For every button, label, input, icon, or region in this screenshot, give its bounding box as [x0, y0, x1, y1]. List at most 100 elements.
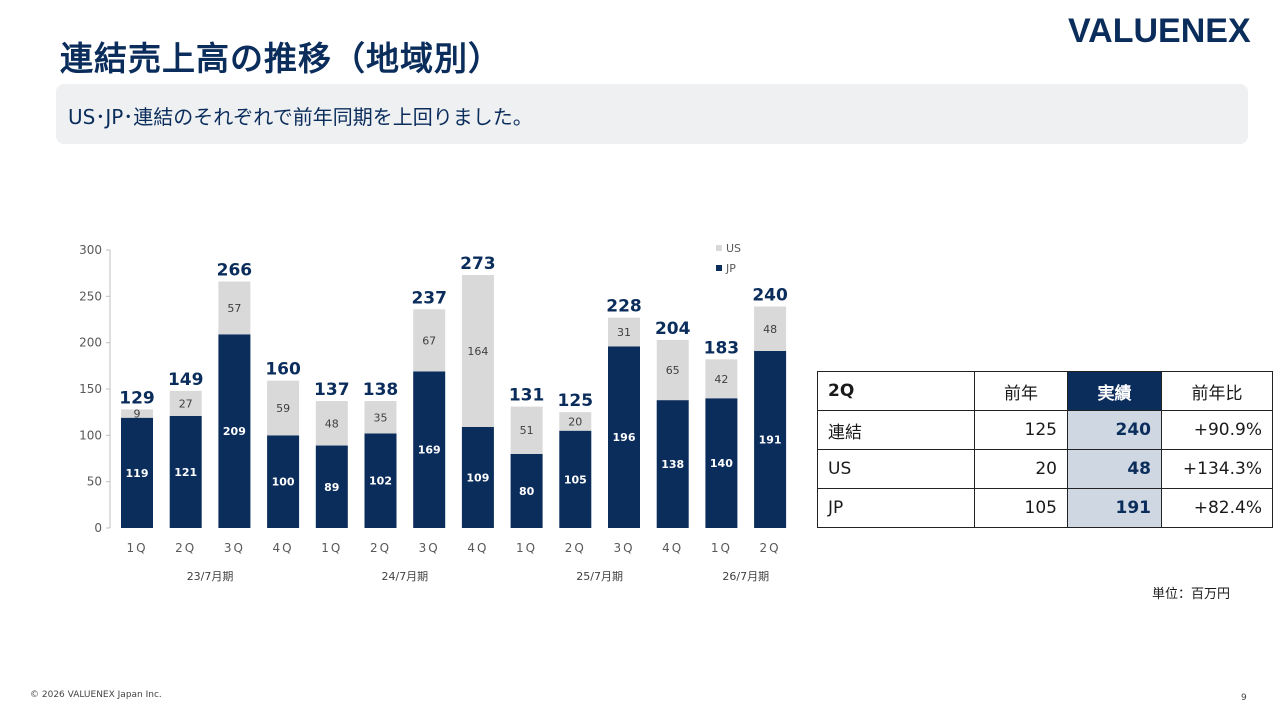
total-label: 273	[460, 254, 496, 274]
bar-us	[461, 275, 494, 427]
data-label-jp: 138	[661, 458, 684, 471]
bar-jp	[461, 426, 494, 528]
data-label-jp: 102	[369, 475, 392, 488]
table-cell-ratio: +82.4%	[1161, 488, 1273, 528]
total-label: 129	[119, 388, 155, 408]
table-header-actual: 実績	[1067, 371, 1162, 411]
data-label-jp: 89	[324, 481, 339, 494]
data-label-us: 27	[179, 397, 193, 410]
total-label: 160	[265, 360, 301, 380]
x-tick-label: 1Q	[126, 541, 147, 555]
table-cell-prev: 125	[974, 410, 1068, 450]
bar-us	[121, 409, 153, 418]
x-tick-label: 4Q	[662, 541, 683, 555]
data-label-jp: 196	[613, 431, 636, 444]
table-cell-ratio: +134.3%	[1161, 449, 1273, 489]
data-label-jp: 109	[466, 471, 489, 484]
bar-us	[559, 412, 592, 431]
total-label: 204	[655, 319, 691, 339]
company-logo: VALUENEX	[1068, 12, 1251, 50]
table-row: US 20 48 +134.3%	[817, 449, 1273, 489]
bar-us	[413, 309, 446, 372]
data-label-us: 20	[568, 415, 582, 428]
x-tick-label: 3Q	[419, 541, 440, 555]
data-label-jp: 209	[223, 425, 246, 438]
table-cell-label: US	[817, 449, 975, 489]
x-tick-label: 2Q	[565, 541, 586, 555]
total-label: 149	[168, 370, 204, 390]
y-tick-label: 300	[79, 243, 102, 257]
group-label: 23/7月期	[187, 570, 234, 583]
bar-jp	[121, 417, 153, 528]
data-label-us: 35	[374, 411, 388, 424]
x-tick-label: 1Q	[711, 541, 732, 555]
bar-jp	[364, 433, 397, 528]
legend-label-jp: JP	[725, 262, 736, 275]
page-number: 9	[1241, 693, 1247, 703]
data-label-jp: 105	[564, 473, 587, 486]
copyright: © 2026 VALUENEX Japan Inc.	[30, 690, 162, 700]
total-label: 137	[314, 380, 350, 400]
x-tick-label: 3Q	[224, 541, 245, 555]
data-label-us: 67	[422, 334, 436, 347]
data-label-jp: 191	[759, 434, 782, 447]
data-label-us: 48	[763, 323, 777, 336]
data-label-jp: 121	[174, 466, 197, 479]
x-tick-label: 2Q	[370, 541, 391, 555]
total-label: 183	[704, 338, 740, 358]
bar-us	[608, 317, 640, 347]
table-header-period: 2Q	[817, 371, 975, 411]
table-cell-actual: 191	[1067, 488, 1162, 528]
bar-jp	[169, 415, 202, 528]
group-label: 24/7月期	[381, 570, 428, 583]
bar-jp	[218, 334, 251, 528]
total-label: 131	[509, 386, 545, 406]
x-tick-label: 4Q	[467, 541, 488, 555]
bar-jp	[315, 445, 348, 528]
legend-swatch-jp	[716, 265, 722, 271]
bar-us	[218, 281, 251, 335]
total-label: 237	[411, 288, 447, 308]
bar-us	[169, 390, 202, 416]
bar-us	[267, 380, 300, 436]
summary-text: US･JP･連結のそれぞれで前年同期を上回りました。	[68, 105, 533, 129]
data-label-us: 42	[714, 373, 728, 386]
table-cell-actual: 48	[1067, 449, 1162, 489]
total-label: 228	[606, 297, 642, 317]
bar-us	[754, 306, 787, 352]
total-label: 240	[752, 286, 788, 306]
data-label-jp: 80	[519, 485, 535, 498]
data-label-us: 164	[467, 345, 488, 358]
data-label-us: 59	[276, 402, 290, 415]
table-header-prev: 前年	[974, 371, 1068, 411]
data-label-jp: 100	[272, 476, 295, 489]
bar-jp	[510, 453, 543, 528]
table-header-ratio: 前年比	[1161, 371, 1273, 411]
table-cell-prev: 105	[974, 488, 1068, 528]
data-label-us: 57	[227, 302, 241, 315]
table-cell-label: 連結	[817, 410, 975, 450]
bar-jp	[559, 430, 592, 528]
y-tick-label: 250	[79, 289, 102, 303]
y-tick-label: 200	[79, 336, 102, 350]
bar-us	[364, 401, 397, 434]
summary-box: US･JP･連結のそれぞれで前年同期を上回りました。	[56, 84, 1248, 144]
bar-us	[510, 406, 543, 454]
data-label-us: 51	[520, 424, 534, 437]
bar-us	[315, 401, 348, 446]
group-label: 26/7月期	[722, 570, 769, 583]
bar-jp	[754, 351, 787, 528]
bar-jp	[267, 435, 300, 528]
x-tick-label: 1Q	[516, 541, 537, 555]
data-label-us: 65	[666, 364, 680, 377]
table-cell-actual: 240	[1067, 410, 1162, 450]
y-tick-label: 50	[87, 475, 102, 489]
total-label: 266	[217, 261, 253, 281]
x-tick-label: 4Q	[273, 541, 294, 555]
x-tick-label: 1Q	[321, 541, 342, 555]
data-label-jp: 140	[710, 457, 733, 470]
x-tick-label: 2Q	[760, 541, 781, 555]
total-label: 125	[558, 391, 594, 411]
legend-label-us: US	[726, 242, 741, 255]
